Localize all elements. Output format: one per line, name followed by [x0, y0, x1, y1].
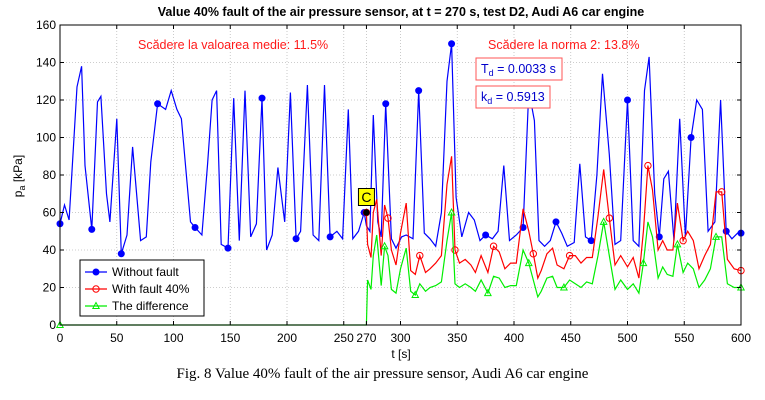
x-tick-label: 400	[504, 331, 524, 345]
data-point	[587, 237, 595, 245]
data-point	[624, 96, 631, 104]
y-tick-label: 60	[43, 206, 57, 220]
y-tick-label: 20	[43, 281, 57, 295]
data-point	[117, 250, 125, 258]
td-annotation: Td = 0.0033 s	[481, 62, 556, 78]
data-point	[91, 301, 101, 309]
data-point	[639, 258, 648, 267]
x-tick-label: 200	[277, 331, 297, 345]
data-point	[524, 258, 533, 267]
data-point	[447, 207, 456, 216]
y-tick-label: 160	[36, 18, 56, 32]
data-point	[483, 288, 492, 297]
kd-box	[475, 85, 551, 109]
legend-box	[79, 259, 205, 317]
x-tick-label: 150	[220, 331, 240, 345]
data-point	[191, 224, 199, 231]
fault-label-box	[357, 188, 375, 206]
y-axis-label: pa [kPa]	[11, 155, 27, 197]
data-point	[415, 87, 423, 95]
td-box	[475, 57, 563, 81]
x-tick-label: 550	[674, 331, 694, 345]
data-point	[384, 214, 392, 222]
data-point	[599, 217, 608, 225]
legend-label: Without fault	[112, 265, 179, 279]
y-tick-label: 80	[43, 168, 57, 182]
data-point	[224, 244, 232, 252]
x-tick-label: 350	[447, 331, 467, 345]
x-tick-label: 450	[561, 331, 581, 345]
data-point	[529, 250, 537, 258]
data-point	[489, 242, 498, 250]
x-tick-label: 600	[731, 331, 751, 345]
data-point	[292, 235, 300, 243]
kd-annotation: kd = 0.5913	[481, 90, 545, 106]
mean-drop-annotation: Scădere la valoarea medie: 11.5%	[138, 38, 328, 52]
x-tick-label: 0	[57, 331, 64, 345]
data-point	[382, 100, 390, 108]
data-point	[687, 134, 695, 141]
data-point	[88, 225, 96, 233]
legend-label: With fault 40%	[112, 282, 190, 296]
data-point	[711, 232, 721, 240]
chart: Value 40% fault of the air pressure sens…	[11, 5, 751, 361]
data-point	[605, 214, 614, 222]
series-line	[60, 212, 741, 326]
series-without-fault	[56, 40, 745, 258]
data-point	[154, 100, 162, 108]
data-point	[411, 290, 420, 298]
series-line	[365, 156, 742, 281]
data-point	[559, 282, 568, 291]
y-tick-label: 0	[49, 318, 56, 332]
norm2-drop-annotation: Scădere la norma 2: 13.8%	[488, 38, 639, 52]
x-axis-label: t [s]	[391, 347, 410, 361]
legend-label: The difference	[112, 299, 189, 313]
y-tick-label: 40	[43, 243, 57, 257]
data-point	[565, 251, 574, 260]
legend: Without fault With fault 40% The differenc…	[79, 259, 205, 317]
data-point	[326, 233, 334, 241]
figure-caption: Fig. 8 Value 40% fault of the air pressu…	[176, 366, 589, 382]
data-point	[258, 94, 266, 102]
data-point	[718, 188, 726, 196]
y-tick-label: 100	[36, 131, 56, 145]
data-point	[416, 251, 424, 260]
x-tick-label: 100	[163, 331, 183, 345]
data-point	[673, 239, 682, 248]
series-line	[59, 43, 741, 254]
data-point	[644, 161, 652, 170]
fault-point	[363, 209, 370, 216]
x-tick-label: 270	[356, 331, 376, 345]
chart-title: Value 40% fault of the air pressure sens…	[158, 5, 644, 19]
data-point	[679, 236, 687, 245]
y-tick-label: 140	[36, 56, 56, 70]
data-point	[519, 224, 527, 231]
x-tick-label: 300	[390, 331, 410, 345]
data-point	[92, 268, 100, 276]
y-tick-label: 120	[36, 93, 56, 107]
data-point	[552, 218, 560, 226]
x-tick-label: 500	[617, 331, 637, 345]
data-point	[482, 231, 490, 239]
x-tick-label: 50	[110, 331, 124, 345]
data-point	[722, 227, 730, 235]
data-point	[380, 241, 389, 250]
data-point	[92, 285, 100, 293]
x-tick-label: 250	[334, 331, 354, 345]
fault-label: C	[361, 189, 371, 205]
data-point	[451, 246, 459, 254]
data-point	[448, 40, 456, 48]
